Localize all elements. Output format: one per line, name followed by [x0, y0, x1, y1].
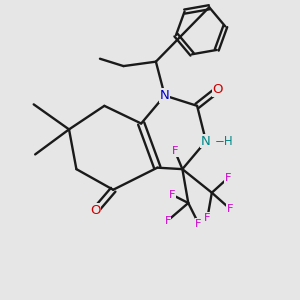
- Text: O: O: [212, 83, 223, 96]
- Text: F: F: [204, 213, 211, 223]
- Text: F: F: [225, 173, 231, 183]
- Text: F: F: [164, 216, 171, 226]
- Text: N: N: [201, 135, 211, 148]
- Text: F: F: [169, 190, 175, 200]
- Text: −H: −H: [215, 135, 233, 148]
- Text: O: O: [90, 204, 101, 217]
- Text: F: F: [227, 204, 233, 214]
- Text: F: F: [172, 146, 178, 157]
- Text: N: N: [160, 89, 169, 102]
- Text: F: F: [195, 219, 202, 229]
